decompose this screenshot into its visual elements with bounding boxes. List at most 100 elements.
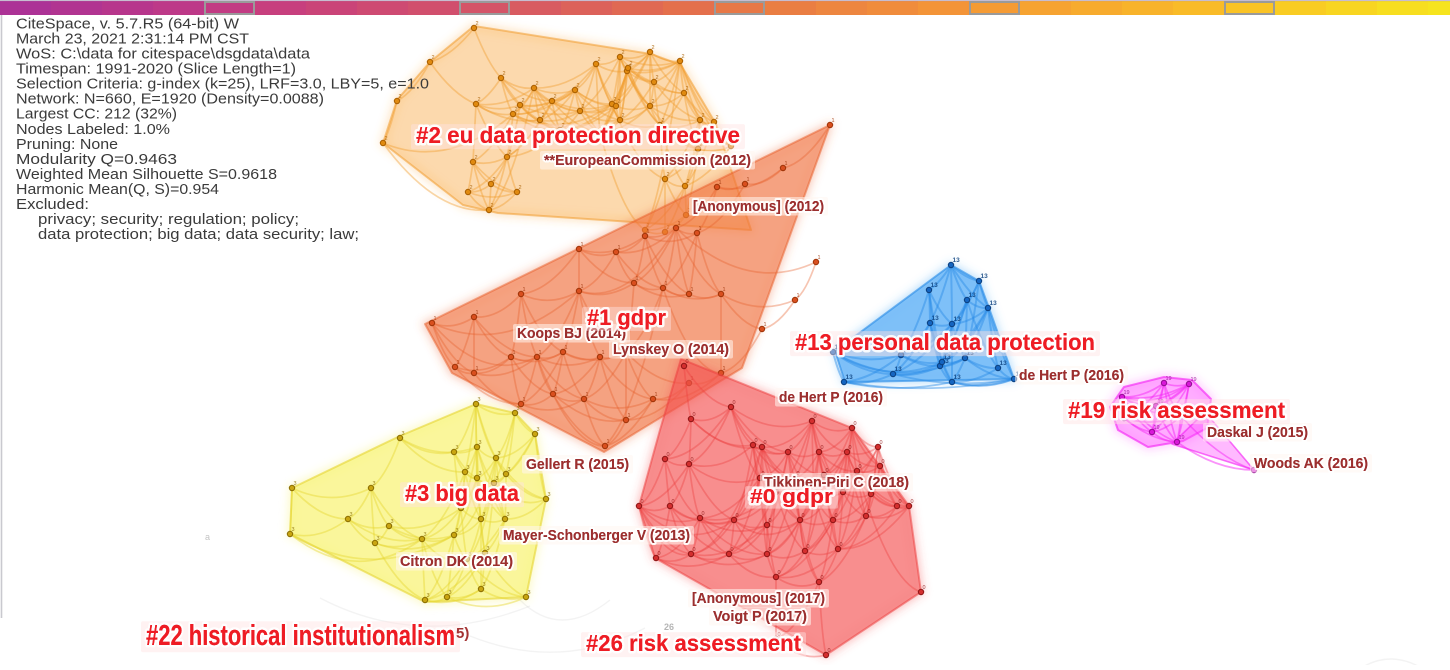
svg-text:3: 3 [478, 397, 481, 403]
svg-text:**EuropeanCommission (2012): **EuropeanCommission (2012) [544, 153, 751, 169]
svg-text:3: 3 [391, 519, 394, 525]
svg-text:2: 2 [491, 203, 494, 209]
svg-text:2: 2 [716, 115, 719, 121]
svg-text:CiteSpace, v. 5.7.R5 (64-bit): CiteSpace, v. 5.7.R5 (64-bit) W [16, 16, 239, 32]
svg-text:Selection Criteria: g-index (k: Selection Criteria: g-index (k=25), LRF=… [16, 77, 429, 93]
svg-text:#13 personal data protection: #13 personal data protection [795, 329, 1095, 355]
svg-text:0: 0 [899, 499, 902, 505]
svg-text:#26 risk assessment: #26 risk assessment [586, 630, 801, 656]
svg-text:1: 1 [434, 316, 437, 322]
svg-text:19: 19 [1124, 390, 1130, 396]
svg-text:2: 2 [503, 71, 506, 77]
svg-text:#3 big data: #3 big data [405, 480, 519, 506]
svg-text:13: 13 [931, 282, 939, 289]
svg-text:0: 0 [868, 509, 871, 515]
svg-text:3: 3 [292, 527, 295, 533]
svg-text:19: 19 [1154, 425, 1160, 431]
svg-text:#0 gdpr: #0 gdpr [750, 485, 833, 508]
svg-text:0: 0 [835, 513, 838, 519]
svg-text:13: 13 [1000, 360, 1008, 367]
svg-text:1: 1 [586, 392, 589, 398]
svg-text:0: 0 [641, 499, 644, 505]
svg-text:Woods AK (2016): Woods AK (2016) [1254, 456, 1368, 472]
svg-text:2: 2 [682, 54, 685, 60]
svg-text:#2 eu data protection directiv: #2 eu data protection directive [416, 122, 740, 148]
svg-text:13: 13 [846, 374, 854, 381]
svg-text:[Anonymous] (2017): [Anonymous] (2017) [692, 591, 825, 607]
svg-text:3: 3 [483, 512, 486, 518]
svg-text:13: 13 [981, 273, 989, 280]
svg-text:Citron DK (2014): Citron DK (2014) [400, 554, 513, 570]
svg-text:3: 3 [496, 476, 499, 482]
svg-text:13: 13 [932, 315, 940, 322]
svg-text:0: 0 [693, 547, 696, 553]
svg-text:0: 0 [821, 445, 824, 451]
svg-text:2: 2 [582, 104, 585, 110]
svg-text:Mayer-Schonberger V (2013): Mayer-Schonberger V (2013) [503, 528, 690, 544]
svg-text:1: 1 [797, 293, 800, 299]
svg-text:0: 0 [691, 457, 694, 463]
svg-text:2: 2 [662, 118, 665, 124]
svg-text:2: 2 [622, 113, 625, 119]
svg-text:2: 2 [562, 123, 565, 129]
svg-text:3: 3 [373, 481, 376, 487]
svg-text:2: 2 [509, 150, 512, 156]
svg-text:2: 2 [618, 99, 621, 105]
svg-text:0: 0 [828, 648, 831, 654]
svg-text:1: 1 [581, 242, 584, 248]
svg-text:19: 19 [1191, 377, 1197, 383]
svg-text:Modularity Q=0.9463: Modularity Q=0.9463 [16, 152, 177, 168]
svg-text:2: 2 [602, 126, 605, 132]
svg-text:Network: N=660, E=1920 (Densit: Network: N=660, E=1920 (Density=0.0088) [16, 92, 324, 108]
svg-text:0: 0 [672, 499, 675, 505]
svg-text:a: a [205, 532, 210, 542]
svg-text:2: 2 [554, 94, 557, 100]
svg-text:13: 13 [903, 347, 911, 354]
svg-text:March 23, 2021 2:31:14 PM CST: March 23, 2021 2:31:14 PM CST [16, 32, 249, 48]
svg-text:1: 1 [628, 413, 631, 419]
svg-text:3: 3 [517, 406, 520, 412]
svg-text:Citron DK (2014): Citron DK (2014) [400, 554, 513, 570]
svg-text:3: 3 [479, 471, 482, 477]
svg-text:0: 0 [769, 547, 772, 553]
svg-text:19: 19 [1183, 409, 1189, 415]
svg-text:13: 13 [944, 354, 952, 361]
svg-text:1: 1 [476, 366, 479, 372]
svg-text:1: 1 [565, 345, 568, 351]
svg-text:Tikkinen-Piri C (2018): Tikkinen-Piri C (2018) [764, 475, 909, 491]
svg-text:2: 2 [652, 45, 655, 51]
svg-text:de Hert P (2016): de Hert P (2016) [779, 390, 883, 406]
svg-text:26: 26 [664, 622, 674, 632]
svg-text:3: 3 [487, 546, 490, 552]
svg-text:1: 1 [723, 287, 726, 293]
svg-text:#2 eu data protection directiv: #2 eu data protection directive [416, 122, 740, 148]
svg-text:Mayer-Schonberger V (2013): Mayer-Schonberger V (2013) [503, 528, 690, 544]
svg-text:1: 1 [602, 350, 605, 356]
svg-text:19: 19 [1158, 399, 1164, 405]
svg-text:2: 2 [475, 155, 478, 161]
svg-text:2: 2 [598, 57, 601, 63]
svg-text:5): 5) [456, 625, 469, 642]
svg-text:1: 1 [523, 287, 526, 293]
svg-text:[Anonymous] (2012): [Anonymous] (2012) [693, 199, 824, 215]
svg-text:0: 0 [821, 575, 824, 581]
svg-text:1: 1 [647, 229, 650, 235]
svg-text:2: 2 [733, 139, 736, 145]
svg-text:WoS: C:\data for citespace\dsg: WoS: C:\data for citespace\dsgdata\data [16, 47, 311, 63]
svg-text:0: 0 [882, 459, 885, 465]
svg-text:3: 3 [350, 512, 353, 518]
svg-text:1: 1 [747, 177, 750, 183]
svg-text:0: 0 [849, 445, 852, 451]
svg-text:2: 2 [630, 61, 633, 67]
svg-text:2: 2 [700, 142, 703, 148]
svg-text:3: 3 [483, 582, 486, 588]
svg-text:0: 0 [736, 513, 739, 519]
svg-text:0: 0 [807, 544, 810, 550]
svg-text:2: 2 [614, 97, 617, 103]
svg-text:Timespan: 1991-2020 (Slice Len: Timespan: 1991-2020 (Slice Length=1) [16, 62, 296, 78]
svg-text:Koops BJ (2014): Koops BJ (2014) [517, 326, 626, 342]
svg-text:2: 2 [399, 94, 402, 100]
svg-text:Woods AK (2016): Woods AK (2016) [1254, 456, 1368, 472]
svg-text:1: 1 [607, 439, 610, 445]
svg-text:2: 2 [478, 97, 481, 103]
